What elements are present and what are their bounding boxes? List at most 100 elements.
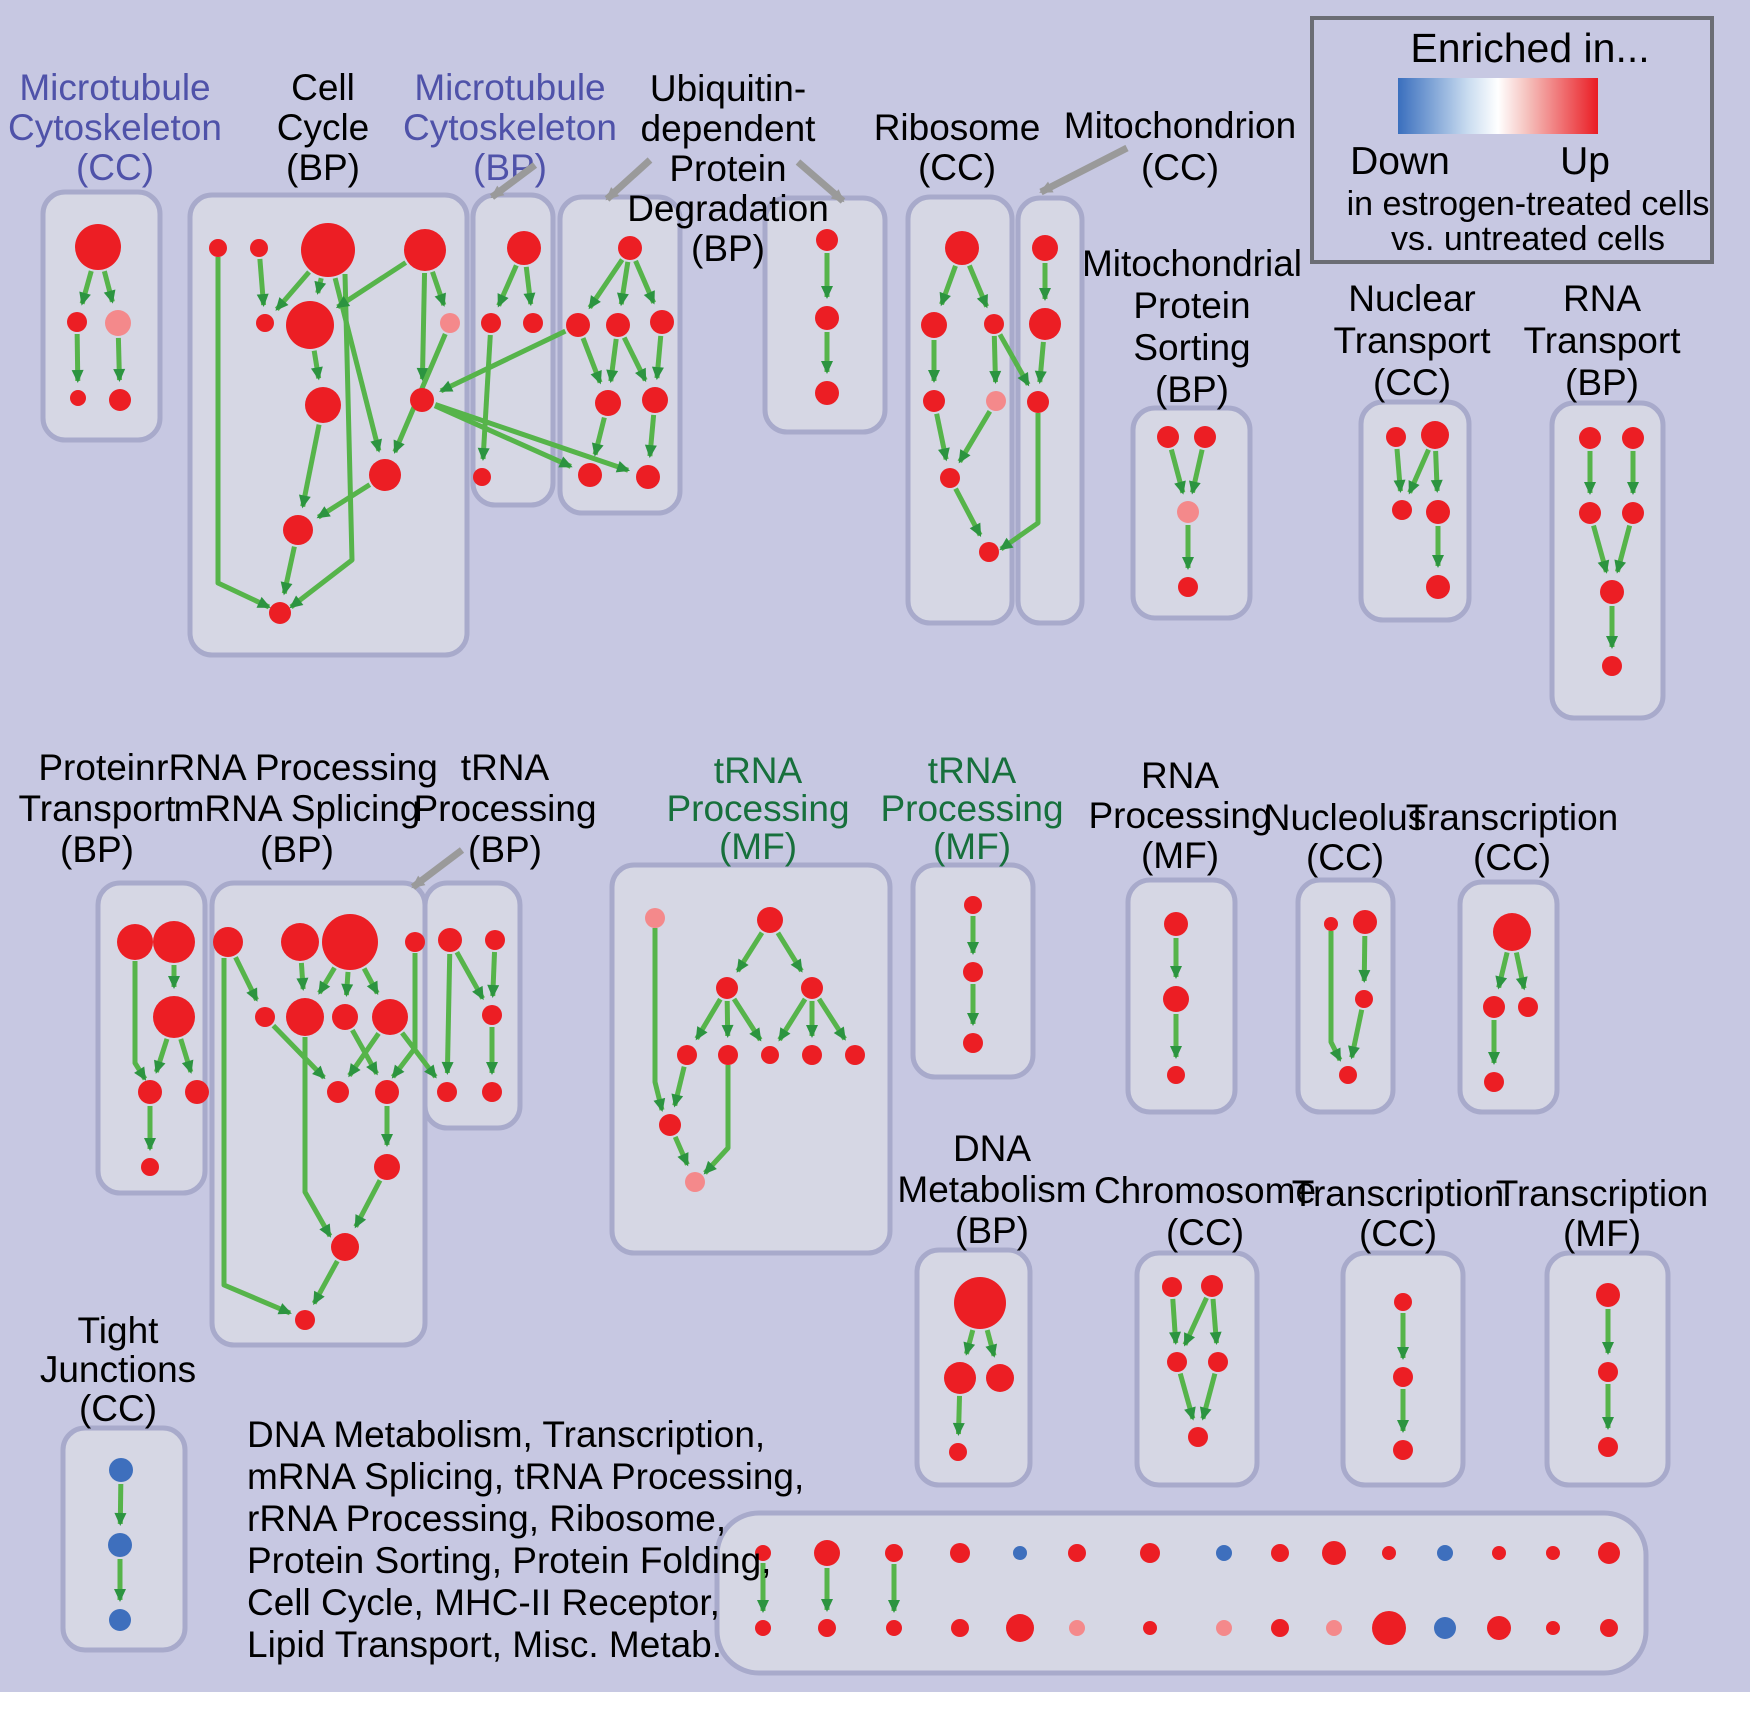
- edge-arrow-microtubule-cytoskeleton-bp: [523, 266, 536, 307]
- edge-arrow-protein-transport-bp: [132, 961, 148, 1081]
- go-term-node: [209, 239, 227, 257]
- go-term-node: [755, 1545, 771, 1561]
- go-term-node: [286, 301, 334, 349]
- go-term-node: [1622, 502, 1644, 524]
- edge-arrow-ribosome-cc: [939, 265, 958, 307]
- edge-arrow-trna-processing-mf-1: [703, 1065, 731, 1175]
- go-term-node: [70, 390, 86, 406]
- edge-arrow-trna-processing-mf-1: [672, 1135, 690, 1167]
- edge-arrow-rrna-processing-mrna-splicing-bp: [221, 958, 292, 1316]
- go-term-node: [1027, 391, 1049, 413]
- cluster-label-trna-processing-mf-2: Processing: [880, 788, 1063, 829]
- go-term-node: [606, 313, 630, 337]
- edge-arrow-nuclear-transport-cc: [1430, 450, 1443, 494]
- go-term-node: [141, 1158, 159, 1176]
- go-term-node: [1216, 1620, 1232, 1636]
- go-term-node: [322, 914, 378, 970]
- cluster-label-trna-processing-bp: Processing: [413, 788, 596, 829]
- go-term-node: [801, 977, 823, 999]
- go-term-node: [1322, 1541, 1346, 1565]
- go-term-node: [117, 924, 153, 960]
- cluster-label-tight-junctions-cc: (CC): [79, 1388, 157, 1429]
- go-term-node: [1598, 1542, 1620, 1564]
- nodes-layer: [67, 223, 1644, 1631]
- edge-arrow-trna-processing-mf-1: [777, 997, 808, 1042]
- edge-arrow-trna-processing-mf-1: [735, 931, 765, 973]
- edge-arrow-ubiquitin-degradation-bp-1: [606, 338, 619, 384]
- go-term-node: [685, 1172, 705, 1192]
- cluster-label-cell-cycle-bp: Cell: [291, 67, 355, 108]
- edge-arrow-microtubule-cytoskeleton-bp: [496, 264, 519, 308]
- go-term-node: [1546, 1546, 1560, 1560]
- cluster-label-mitochondrion-cc: (CC): [1141, 147, 1219, 188]
- go-term-node: [1487, 1616, 1511, 1640]
- go-term-node: [885, 1544, 903, 1562]
- go-term-node: [507, 231, 541, 265]
- go-term-node: [105, 310, 131, 336]
- go-term-node: [1596, 1283, 1620, 1307]
- misc-categories-text: Cell Cycle, MHC-II Receptor,: [247, 1582, 720, 1623]
- go-term-node: [295, 1310, 315, 1330]
- edge-arrow-rrna-processing-mrna-splicing-bp: [317, 966, 337, 995]
- misc-categories-text: Lipid Transport, Misc. Metab.: [247, 1624, 722, 1665]
- edge-arrow-trna-processing-mf-1: [721, 1000, 734, 1038]
- go-term-node: [986, 1364, 1014, 1392]
- edge-arrow-ribosome-cc: [953, 487, 983, 537]
- go-term-node: [410, 388, 434, 412]
- edge-arrow-chromosome-cc: [1209, 1298, 1222, 1346]
- go-term-node: [1386, 427, 1406, 447]
- edge-arrow-nucleolus-cc: [1358, 935, 1371, 984]
- cluster-label-cell-cycle-bp: Cycle: [277, 107, 370, 148]
- edge-arrow-cross-cluster: [400, 1031, 438, 1079]
- edge-arrow-tight-junctions-cc: [114, 1483, 127, 1526]
- go-term-node: [1600, 1619, 1618, 1637]
- go-term-node: [327, 1081, 349, 1103]
- cluster-label-mitochondrion-cc: Mitochondrion: [1064, 105, 1296, 146]
- go-term-node: [75, 224, 121, 270]
- go-term-node: [950, 1543, 970, 1563]
- cluster-label-rna-processing-mf: (MF): [1141, 835, 1219, 876]
- go-term-node: [1393, 1367, 1413, 1387]
- edge-arrow-nuclear-transport-cc: [1393, 448, 1406, 494]
- edge-arrow-cell-cycle-bp: [430, 270, 447, 307]
- go-term-node: [1324, 917, 1338, 931]
- go-term-node: [761, 1046, 779, 1064]
- go-term-node: [482, 1082, 502, 1102]
- edge-arrow-rrna-processing-mrna-splicing-bp: [350, 1028, 379, 1076]
- go-term-node: [921, 312, 947, 338]
- cluster-label-protein-transport-bp: Protein: [38, 747, 155, 788]
- edge-arrow-cross-cluster: [439, 328, 567, 394]
- edge-arrow-chromosome-cc: [1199, 1372, 1218, 1421]
- cluster-label-ribosome-cc: (CC): [918, 147, 996, 188]
- cluster-label-microtubule-cytoskeleton-cc: Microtubule: [19, 67, 210, 108]
- cluster-label-transcription-mf: Transcription: [1496, 1173, 1708, 1214]
- cluster-label-trna-processing-mf-1: Processing: [666, 788, 849, 829]
- go-term-node: [1394, 1293, 1412, 1311]
- go-term-node: [645, 908, 665, 928]
- cluster-label-dna-metabolism-bp: (BP): [955, 1210, 1029, 1251]
- go-term-node: [485, 930, 505, 950]
- go-term-node: [1426, 500, 1450, 524]
- cluster-label-tight-junctions-cc: Tight: [78, 1310, 160, 1351]
- go-term-node: [481, 313, 501, 333]
- go-term-node: [109, 1609, 131, 1631]
- go-term-node: [636, 465, 660, 489]
- edge-arrow-cell-cycle-bp: [298, 424, 322, 509]
- go-term-node: [1140, 1543, 1160, 1563]
- go-term-node: [1143, 1621, 1157, 1635]
- legend-down-label: Down: [1350, 140, 1450, 183]
- cluster-label-transcription-cc-1: Transcription: [1406, 797, 1618, 838]
- edge-arrow-ubiquitin-degradation-bp-1: [633, 259, 656, 305]
- go-term-node: [1163, 986, 1189, 1012]
- go-term-node: [1326, 1620, 1342, 1636]
- go-term-node: [108, 1533, 132, 1557]
- go-term-node: [659, 1114, 681, 1136]
- label-pointer-arrow-icon: [1039, 144, 1129, 196]
- go-term-node: [1372, 1611, 1406, 1645]
- label-pointer-arrow-icon: [604, 157, 653, 202]
- edge-arrow-rrna-processing-mrna-splicing-bp: [296, 962, 309, 992]
- edge-arrow-trna-processing-mf-1: [731, 997, 763, 1042]
- cluster-label-rna-processing-mf: RNA: [1141, 755, 1219, 796]
- go-term-node: [1437, 1545, 1453, 1561]
